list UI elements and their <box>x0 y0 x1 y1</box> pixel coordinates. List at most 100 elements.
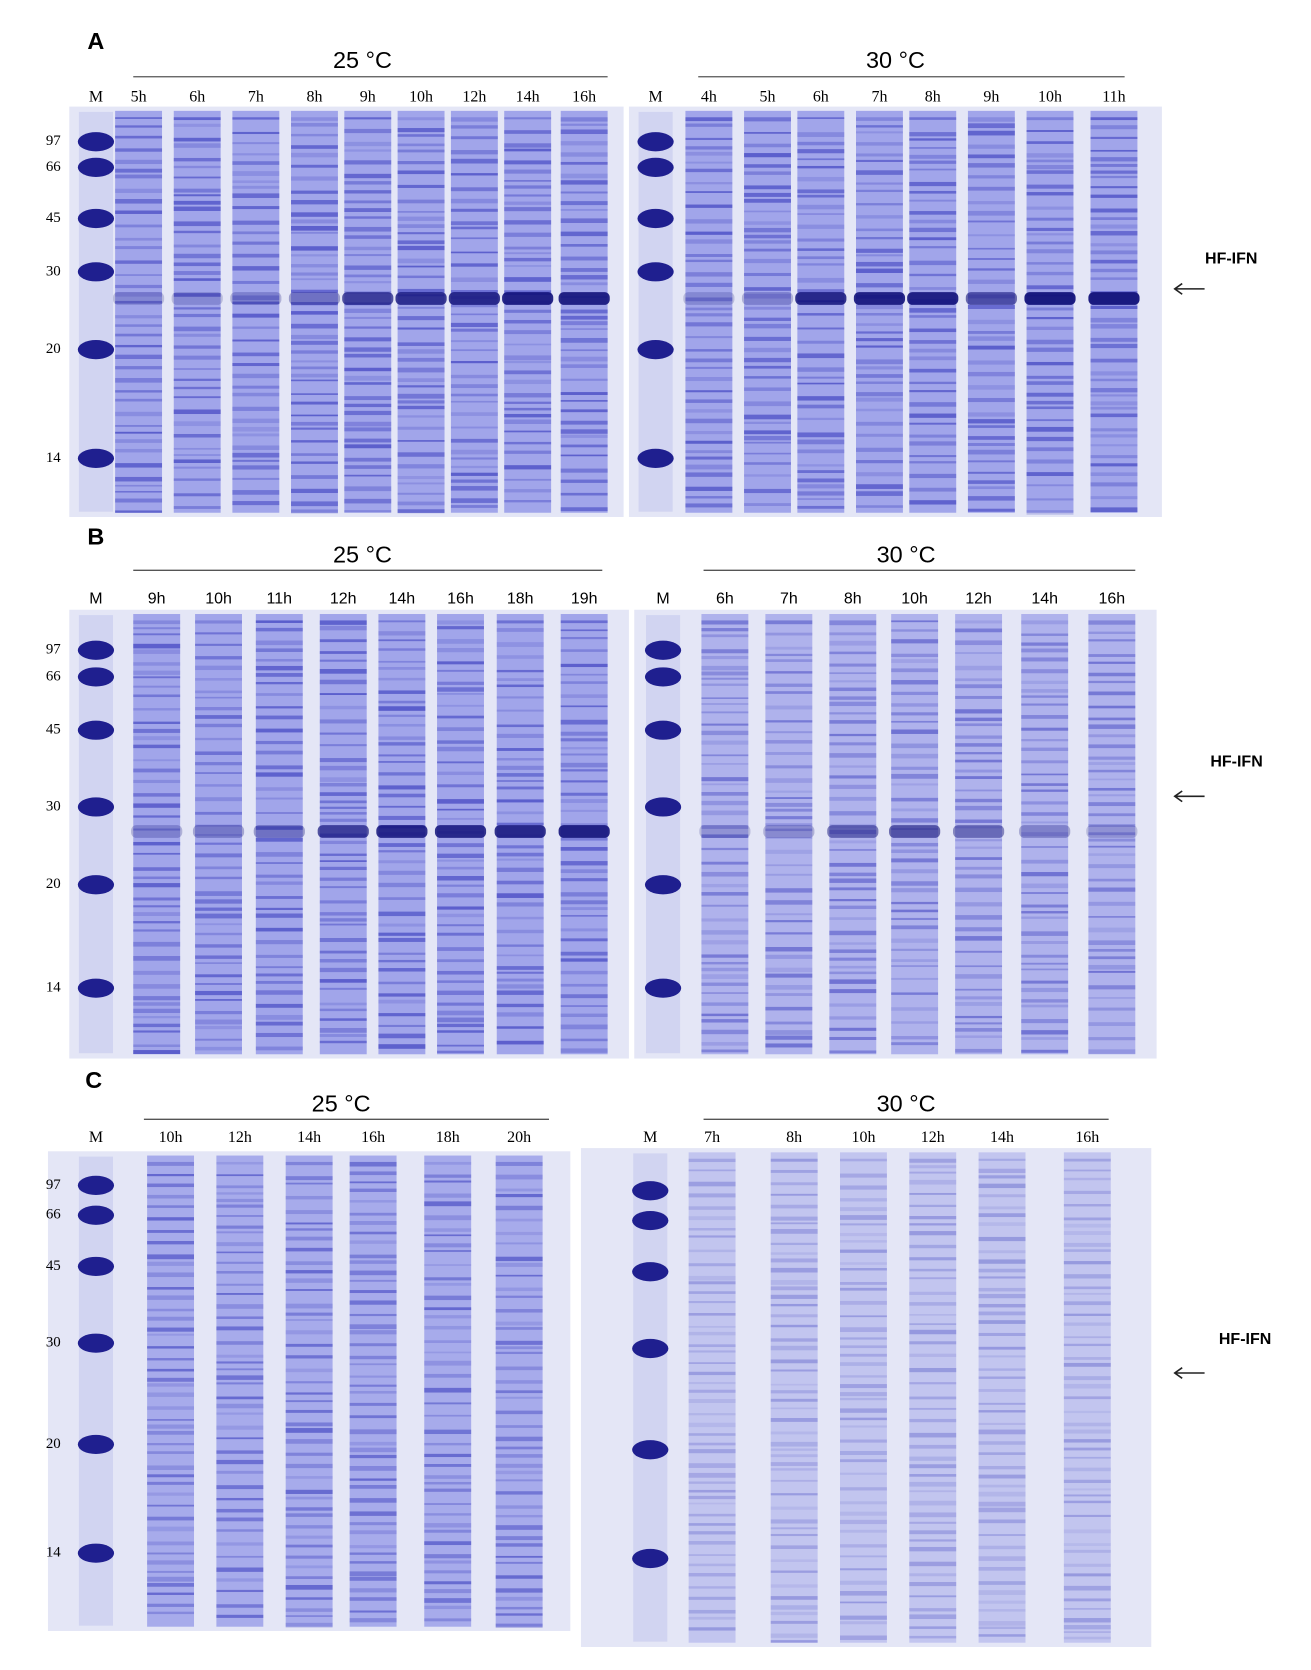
protein-band <box>797 132 845 137</box>
protein-band <box>891 620 939 623</box>
lane <box>115 110 163 513</box>
protein-band <box>1026 316 1074 320</box>
protein-band <box>765 731 813 734</box>
protein-band <box>560 907 608 911</box>
protein-band <box>285 1400 333 1403</box>
protein-band <box>255 837 303 842</box>
marker-band <box>77 1175 115 1195</box>
protein-band <box>701 961 749 965</box>
protein-band <box>147 1230 195 1233</box>
protein-band <box>744 474 791 477</box>
protein-band <box>496 822 544 826</box>
protein-band <box>133 852 181 855</box>
protein-band <box>319 639 367 643</box>
protein-band <box>255 648 303 652</box>
protein-band <box>688 1228 736 1231</box>
protein-band <box>285 1439 333 1444</box>
protein-band <box>378 850 426 853</box>
protein-band <box>688 1463 736 1468</box>
protein-band <box>840 1327 887 1333</box>
protein-band <box>688 1502 736 1505</box>
protein-band <box>424 1325 472 1330</box>
protein-band <box>147 1419 195 1421</box>
protein-band <box>216 1517 264 1522</box>
protein-band <box>1088 639 1136 642</box>
protein-band <box>744 452 791 455</box>
protein-band <box>1063 1529 1111 1534</box>
protein-band <box>744 293 791 299</box>
protein-band <box>1090 371 1138 376</box>
protein-band <box>1088 762 1136 765</box>
protein-band <box>765 691 813 694</box>
product-band <box>230 292 282 305</box>
protein-band <box>216 1368 264 1371</box>
protein-band <box>291 427 338 430</box>
protein-band <box>1063 1177 1111 1181</box>
protein-band <box>319 719 367 724</box>
protein-band <box>216 1192 264 1195</box>
protein-band <box>437 859 484 862</box>
lane <box>216 1155 264 1627</box>
protein-band <box>255 973 303 977</box>
lane-label: 8h <box>925 89 941 106</box>
protein-band <box>147 1333 195 1336</box>
lane-label: 10h <box>851 1129 875 1146</box>
protein-band <box>829 979 877 984</box>
protein-band <box>115 344 163 348</box>
protein-band <box>909 1323 957 1326</box>
protein-band <box>255 990 303 995</box>
protein-band <box>378 1013 426 1017</box>
protein-band <box>1021 872 1069 877</box>
protein-band <box>319 877 367 881</box>
protein-band <box>216 1204 264 1208</box>
protein-band <box>319 1018 367 1021</box>
protein-band <box>560 409 608 413</box>
protein-band <box>701 847 749 851</box>
protein-band <box>797 141 845 146</box>
protein-band <box>255 797 303 800</box>
protein-band <box>701 628 749 632</box>
protein-band <box>133 956 181 961</box>
protein-band <box>285 1176 333 1181</box>
protein-band <box>291 219 338 224</box>
protein-band <box>744 317 791 321</box>
protein-band <box>133 905 181 908</box>
protein-band <box>744 258 791 264</box>
protein-band <box>701 683 749 686</box>
protein-band <box>450 290 498 293</box>
protein-band <box>195 762 242 766</box>
protein-band <box>1090 507 1138 513</box>
protein-band <box>147 1205 195 1208</box>
protein-band <box>560 769 608 772</box>
protein-band <box>496 786 544 790</box>
protein-band <box>909 1291 957 1295</box>
protein-band <box>560 256 608 261</box>
protein-band <box>1021 999 1069 1003</box>
protein-band <box>195 737 242 741</box>
protein-band <box>344 216 392 219</box>
marker-band <box>77 797 115 817</box>
protein-band <box>744 462 791 465</box>
protein-band <box>840 1315 887 1318</box>
protein-band <box>133 996 181 1001</box>
protein-band <box>701 763 749 765</box>
protein-band <box>424 1570 472 1574</box>
protein-band <box>744 414 791 420</box>
protein-band <box>688 1495 736 1500</box>
protein-band <box>909 1626 957 1629</box>
protein-band <box>232 280 280 284</box>
protein-band <box>291 152 338 158</box>
protein-band <box>1090 163 1138 167</box>
lane <box>147 1155 195 1627</box>
protein-band <box>397 184 445 188</box>
protein-band <box>1026 326 1074 330</box>
protein-band <box>424 1315 472 1319</box>
protein-band <box>829 701 877 707</box>
protein-band <box>955 735 1003 739</box>
protein-band <box>840 1173 887 1178</box>
protein-band <box>1088 654 1136 657</box>
protein-band <box>909 168 957 171</box>
protein-band <box>967 480 1015 484</box>
protein-band <box>978 1600 1026 1604</box>
